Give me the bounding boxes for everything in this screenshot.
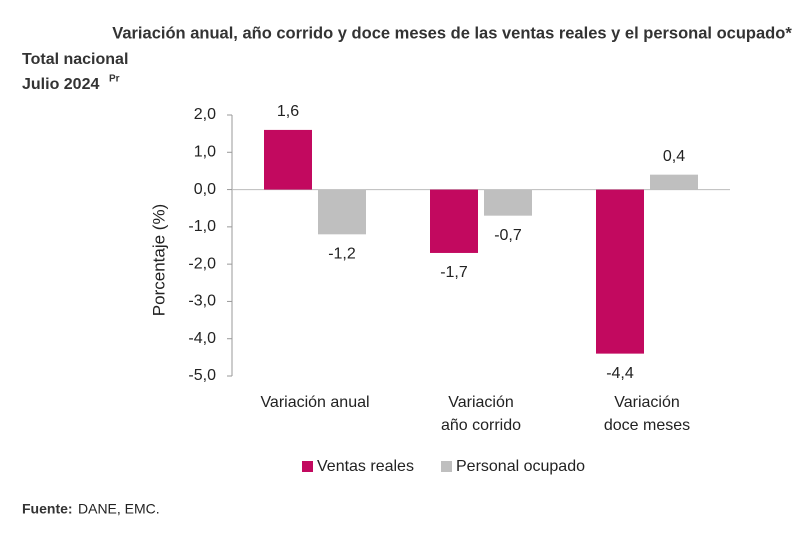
legend-label: Ventas reales [317, 458, 414, 475]
y-axis-label: Porcentaje (%) [149, 204, 168, 316]
value-label: -1,7 [440, 264, 468, 281]
y-tick-label: -5,0 [188, 367, 216, 384]
x-tick-label: Variación [614, 394, 680, 411]
y-tick-label: -4,0 [188, 330, 216, 347]
bar [318, 189, 366, 235]
y-tick-label: 0,0 [194, 181, 216, 198]
y-tick-label: 2,0 [194, 106, 216, 123]
chart-title: Variación anual, año corrido y doce mese… [112, 24, 792, 42]
source-label: Fuente: [22, 501, 73, 517]
x-tick-label: doce meses [604, 417, 690, 434]
legend-swatch [302, 461, 313, 472]
subtitle: Julio 2024 [22, 76, 99, 93]
subtitle: Total nacional [22, 51, 128, 68]
legend-label: Personal ocupado [456, 458, 585, 475]
x-tick-label: Variación [448, 394, 514, 411]
bar [650, 174, 698, 190]
legend-swatch [441, 461, 452, 472]
bar [430, 189, 478, 253]
y-tick-label: -2,0 [188, 255, 216, 272]
x-tick-label: año corrido [441, 417, 521, 434]
value-label: -4,4 [606, 365, 634, 382]
value-label: 1,6 [277, 103, 299, 120]
subtitle-note: Pr [109, 74, 120, 85]
bar [596, 189, 644, 354]
y-tick-label: 1,0 [194, 144, 216, 161]
y-tick-label: -3,0 [188, 293, 216, 310]
bar [264, 129, 312, 190]
value-label: -0,7 [494, 227, 522, 244]
value-label: -1,2 [328, 246, 356, 263]
value-label: 0,4 [663, 148, 685, 165]
x-tick-label: Variación anual [260, 394, 369, 411]
bar [484, 189, 532, 216]
y-tick-label: -1,0 [188, 218, 216, 235]
source: DANE, EMC. [78, 501, 160, 517]
